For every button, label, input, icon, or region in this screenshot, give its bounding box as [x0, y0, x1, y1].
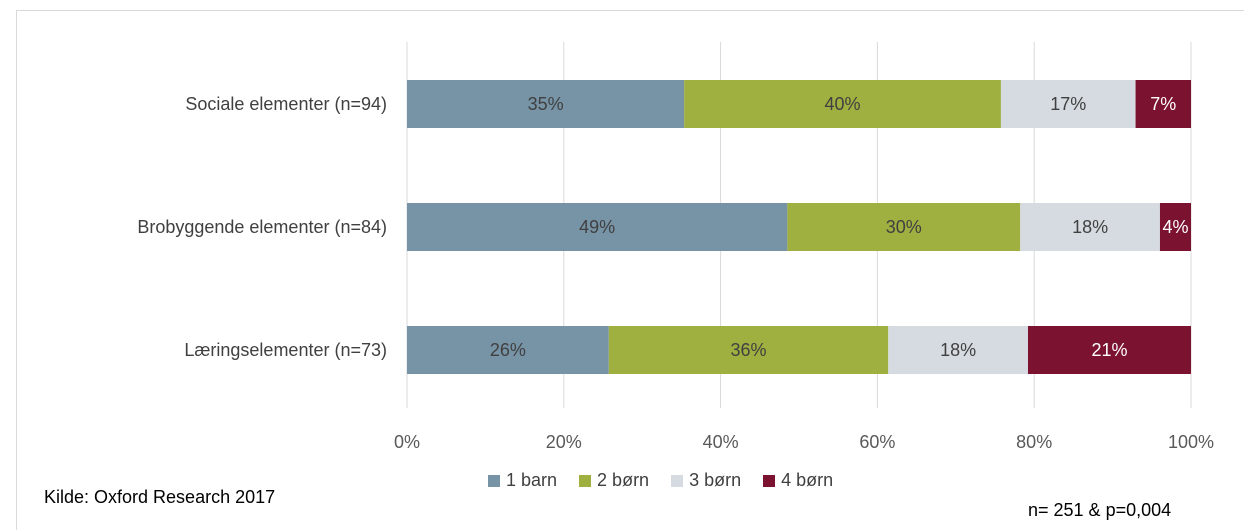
bar-segment	[608, 326, 889, 374]
bar-segment	[407, 203, 788, 251]
legend-swatch-4-born	[763, 474, 776, 487]
bar-segment	[1159, 203, 1191, 251]
bar-segment	[407, 80, 685, 128]
data-label: 35%	[528, 94, 564, 114]
bar-segment	[1020, 203, 1160, 251]
data-label: 17%	[1050, 94, 1086, 114]
bar-segment	[1135, 80, 1191, 128]
data-label: 18%	[940, 340, 976, 360]
data-label: 40%	[825, 94, 861, 114]
legend-swatch-2-born	[579, 474, 592, 487]
legend-label-3-born: 3 børn	[689, 470, 742, 490]
category-label: Sociale elementer (n=94)	[185, 94, 387, 114]
legend-item-3-born: 3 børn	[671, 470, 741, 491]
data-label: 30%	[886, 217, 922, 237]
chart-frame	[16, 10, 1244, 530]
x-tick-label: 60%	[859, 432, 895, 452]
x-tick-label: 0%	[394, 432, 420, 452]
x-tick-label: 40%	[703, 432, 739, 452]
data-label: 7%	[1150, 94, 1176, 114]
x-tick-label: 100%	[1168, 432, 1214, 452]
legend-item-4-born: 4 børn	[763, 470, 833, 491]
x-tick-label: 80%	[1016, 432, 1052, 452]
bar-segment	[1027, 326, 1191, 374]
category-label: Brobyggende elementer (n=84)	[137, 217, 387, 237]
legend-label-4-born: 4 børn	[781, 470, 834, 490]
data-label: 18%	[1072, 217, 1108, 237]
data-label: 49%	[579, 217, 615, 237]
legend-swatch-3-born	[671, 474, 684, 487]
legend-swatch-1-barn	[488, 474, 500, 487]
category-label: Læringselementer (n=73)	[184, 340, 387, 360]
data-label: 26%	[490, 340, 526, 360]
data-label: 4%	[1162, 217, 1188, 237]
legend-label-1-barn: 1 barn	[506, 470, 558, 490]
bar-segment	[684, 80, 1001, 128]
bar-segment	[787, 203, 1021, 251]
data-label: 21%	[1091, 340, 1127, 360]
sample-size-note: n= 251 & p=0,004	[1028, 500, 1172, 520]
legend: 1 barn 2 børn 3 børn 4 børn	[488, 470, 833, 491]
legend-label-2-born: 2 børn	[597, 470, 650, 490]
x-tick-label: 20%	[546, 432, 582, 452]
bar-segment	[1000, 80, 1136, 128]
bar-segment	[407, 326, 609, 374]
bar-segment	[888, 326, 1028, 374]
legend-item-1-barn: 1 barn	[488, 470, 557, 491]
data-label: 36%	[731, 340, 767, 360]
source-note: Kilde: Oxford Research 2017	[44, 487, 276, 507]
legend-item-2-born: 2 børn	[579, 470, 649, 491]
